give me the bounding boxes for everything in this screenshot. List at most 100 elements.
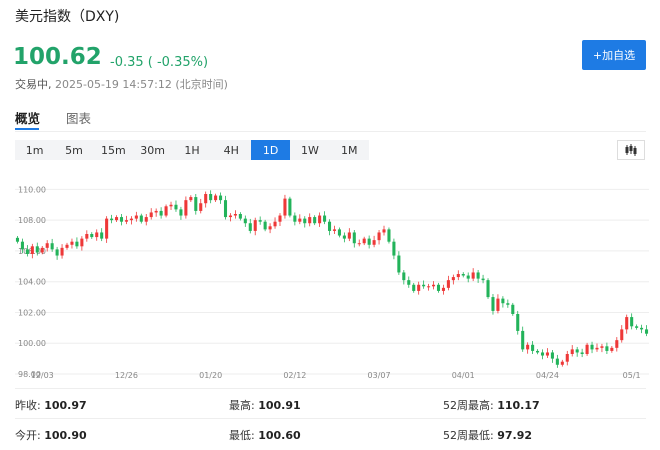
low52-stat: 52周最低: 97.92: [443, 429, 532, 442]
candle-body: [540, 352, 545, 356]
stats-row-2: 今开: 100.90 最低: 100.60 52周最低: 97.92: [15, 418, 646, 448]
y-tick-label: 110.00: [18, 185, 46, 194]
candle-body: [605, 346, 609, 351]
candle-body: [70, 241, 74, 245]
tab-divider: [15, 131, 646, 132]
candle-body: [526, 344, 530, 350]
candle-body: [268, 226, 272, 230]
high-stat: 最高: 100.91: [229, 399, 301, 412]
range-1w[interactable]: 1W: [301, 143, 319, 157]
candle-body: [95, 232, 99, 238]
candle-body: [219, 195, 223, 201]
current-price: 100.62: [13, 44, 102, 70]
range-1m[interactable]: 1m: [25, 143, 44, 157]
candle-body: [283, 198, 287, 216]
candle-body: [313, 217, 317, 224]
candle-body: [174, 204, 178, 210]
candle-body: [85, 234, 89, 239]
status-text: 交易中,: [15, 78, 52, 91]
y-tick-label: 100.00: [18, 339, 46, 348]
candle-body: [486, 280, 490, 298]
price-change: -0.35 ( -0.35%): [110, 55, 209, 70]
candle-body: [124, 220, 128, 222]
candle-body: [427, 286, 431, 288]
tab-overview[interactable]: 概览: [15, 111, 41, 126]
candle-body: [90, 234, 94, 238]
candle-body: [55, 249, 59, 256]
x-tick-label: 02/12: [283, 371, 306, 380]
candle-body: [422, 284, 426, 287]
candle-body: [570, 349, 574, 354]
candle-body: [595, 347, 599, 350]
candle-body: [228, 215, 232, 218]
candle-body: [209, 194, 213, 201]
y-tick-label: 108.00: [18, 216, 46, 225]
candle-body: [392, 241, 396, 256]
range-5m[interactable]: 5m: [65, 143, 83, 157]
candle-body: [610, 347, 614, 351]
candle-body: [144, 217, 148, 222]
candle-body: [65, 244, 69, 248]
candle-body: [461, 274, 465, 276]
candlestick-icon: [625, 144, 637, 156]
candle-body: [243, 218, 247, 224]
chart-type-button[interactable]: [617, 140, 645, 160]
high52-stat: 52周最高: 110.17: [443, 399, 540, 412]
candle-body: [139, 215, 143, 222]
price-chart[interactable]: 110.00108.00106.00104.00102.00100.0098.0…: [15, 170, 649, 382]
candle-body: [60, 247, 64, 256]
candle-body: [471, 272, 475, 279]
candle-body: [555, 358, 559, 365]
candle-body: [625, 317, 629, 330]
candle-body: [233, 214, 237, 216]
tab-chart[interactable]: 图表: [66, 111, 92, 126]
range-30m[interactable]: 30m: [140, 143, 165, 157]
candle-body: [184, 200, 188, 216]
candle-body: [149, 212, 153, 218]
candle-body: [367, 238, 371, 245]
candle-body: [382, 229, 386, 233]
candle-body: [288, 198, 292, 216]
candle-body: [516, 314, 520, 331]
low-value: 100.60: [258, 429, 301, 442]
candle-body: [362, 238, 366, 244]
stats-panel: 昨收: 100.97 最高: 100.91 52周最高: 110.17 今开: …: [15, 388, 646, 448]
x-tick-label: 03/07: [368, 371, 391, 380]
candle-body: [258, 220, 262, 222]
candle-body: [531, 344, 535, 351]
candle-body: [110, 218, 114, 221]
high-value: 100.91: [258, 399, 301, 412]
x-tick-label: 04/24: [536, 371, 559, 380]
x-tick-label: 12/03: [31, 371, 54, 380]
candle-body: [565, 354, 569, 362]
x-tick-label: 12/26: [115, 371, 138, 380]
candle-body: [436, 284, 441, 291]
candle-body: [590, 344, 594, 350]
candle-body: [536, 350, 540, 353]
candle-body: [635, 326, 639, 328]
candle-body: [327, 221, 332, 231]
range-15m[interactable]: 15m: [100, 143, 126, 157]
candle-body: [115, 217, 119, 221]
range-4h[interactable]: 4H: [223, 143, 239, 157]
candle-body: [387, 229, 391, 242]
range-1h[interactable]: 1H: [184, 143, 200, 157]
range-1mo[interactable]: 1M: [341, 143, 358, 157]
candle-body: [585, 344, 589, 354]
candle-body: [45, 243, 49, 248]
candle-body: [238, 214, 242, 219]
candle-body: [372, 240, 376, 245]
candle-body: [600, 346, 604, 348]
candle-body: [303, 218, 307, 224]
candle-body: [50, 243, 54, 250]
candle-body: [263, 221, 267, 230]
active-tab-indicator: [15, 128, 39, 130]
add-watchlist-button[interactable]: +加自选: [582, 40, 646, 70]
candle-body: [308, 217, 312, 224]
candle-body: [466, 275, 470, 279]
candle-body: [402, 272, 406, 281]
candle-body: [323, 215, 327, 222]
candle-body: [199, 203, 203, 211]
range-1d[interactable]: 1D: [250, 140, 291, 160]
y-tick-label: 98.00: [18, 370, 41, 379]
